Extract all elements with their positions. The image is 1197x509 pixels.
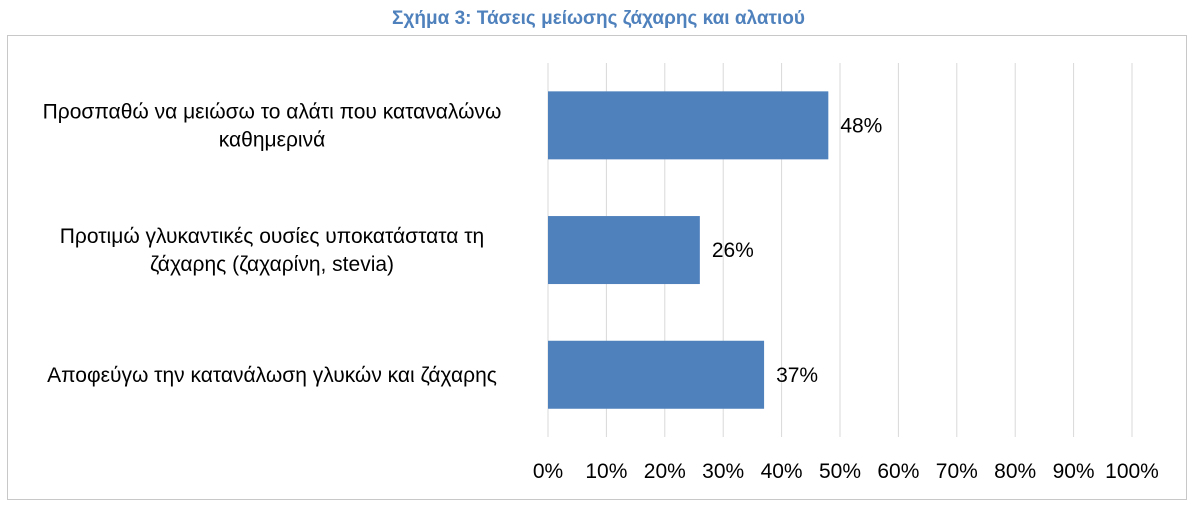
x-tick-label: 0% [533,460,563,483]
x-tick-label: 60% [877,460,919,483]
data-label: 26% [712,239,754,262]
category-label-line: καθημερινά [219,128,325,151]
bar [548,340,765,409]
bars [548,91,829,409]
x-tick-label: 50% [819,460,861,483]
category-label-line: Αποφεύγω την κατανάλωση γλυκών και ζάχαρ… [47,364,497,387]
x-tick-label: 40% [761,460,803,483]
x-tick-label: 10% [585,460,627,483]
data-label: 48% [840,114,882,137]
x-tick-label: 90% [1053,460,1095,483]
category-label-line: Προτιμώ γλυκαντικές ουσίες υποκατάστατα … [60,225,484,248]
chart-title: Σχήμα 3: Τάσεις μείωσης ζάχαρης και αλατ… [392,8,805,29]
data-labels: 48% 26% 37% [712,114,883,386]
data-label: 37% [776,364,818,387]
x-tick-label: 30% [702,460,744,483]
x-tick-label: 70% [936,460,978,483]
category-label: Αποφεύγω την κατανάλωση γλυκών και ζάχαρ… [47,364,497,387]
x-tick-label: 100% [1105,460,1159,483]
category-label-line: ζάχαρης (ζαχαρίνη, stevia) [150,253,394,276]
x-axis-tick-labels: 0% 10% 20% 30% 40% 50% 60% 70% 80% 90% 100% [533,460,1159,483]
category-label: Προτιμώ γλυκαντικές ουσίες υποκατάστατα … [60,225,484,276]
category-labels: Προσπαθώ να μειώσω το αλάτι που καταναλώ… [43,100,502,386]
x-tick-label: 80% [994,460,1036,483]
category-label-line: Προσπαθώ να μειώσω το αλάτι που καταναλώ… [43,100,502,123]
bar [548,91,829,160]
x-tick-label: 20% [644,460,686,483]
bar [548,216,700,285]
category-label: Προσπαθώ να μειώσω το αλάτι που καταναλώ… [43,100,502,151]
